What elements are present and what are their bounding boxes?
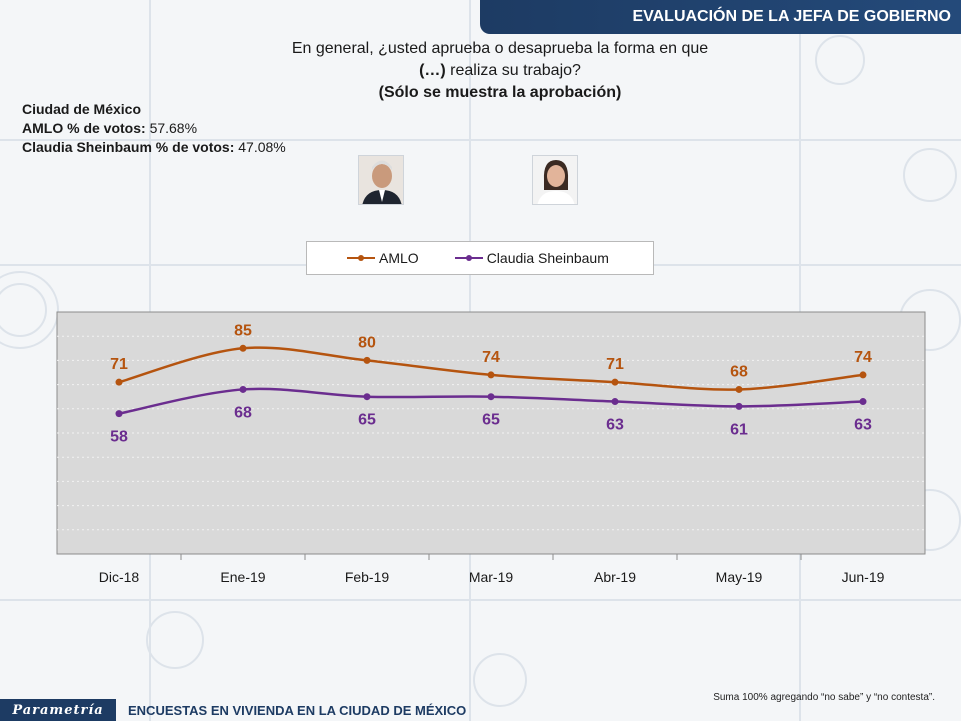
data-label-sheinbaum: 63 xyxy=(854,417,872,434)
amlo-vote-label: AMLO % de votos: xyxy=(22,120,150,136)
legend-item-amlo: AMLO xyxy=(347,250,419,266)
x-tick-label: Mar-19 xyxy=(469,569,514,585)
data-point-sheinbaum xyxy=(487,393,495,401)
data-label-amlo: 80 xyxy=(358,334,376,351)
legend-label-amlo: AMLO xyxy=(379,250,419,266)
data-point-sheinbaum xyxy=(115,410,123,418)
data-point-sheinbaum xyxy=(239,385,247,393)
footer: Parametría ENCUESTAS EN VIVIENDA EN LA C… xyxy=(0,699,961,721)
legend-swatch-amlo xyxy=(347,255,375,261)
amlo-vote-value: 57.68% xyxy=(149,120,198,136)
data-point-sheinbaum xyxy=(363,393,371,401)
legend-label-sheinbaum: Claudia Sheinbaum xyxy=(486,250,609,266)
vote-info: Ciudad de México AMLO % de votos: 57.68%… xyxy=(22,100,342,157)
parametria-logo: Parametría xyxy=(0,699,116,721)
x-tick-label: Jun-19 xyxy=(842,569,885,585)
chart-legend: AMLO Claudia Sheinbaum xyxy=(306,241,654,275)
data-point-sheinbaum xyxy=(859,398,867,406)
data-point-sheinbaum xyxy=(611,398,619,406)
amlo-photo xyxy=(358,155,404,205)
sheinbaum-photo xyxy=(532,155,578,205)
data-point-sheinbaum xyxy=(735,402,743,410)
plot-area xyxy=(56,311,926,555)
question-line-3: (Sólo se muestra la aprobación) xyxy=(378,84,622,101)
data-point-amlo xyxy=(611,378,619,386)
x-tick-label: Feb-19 xyxy=(345,569,390,585)
data-point-amlo xyxy=(735,385,743,393)
question-text: En general, ¿usted aprueba o desaprueba … xyxy=(200,38,800,104)
legend-swatch-sheinbaum xyxy=(454,255,483,261)
data-label-amlo: 71 xyxy=(606,356,624,373)
x-tick-label: May-19 xyxy=(716,569,763,585)
data-point-amlo xyxy=(239,344,247,352)
x-tick-label: Dic-18 xyxy=(99,569,140,585)
data-point-amlo xyxy=(115,378,123,386)
data-label-sheinbaum: 58 xyxy=(110,429,128,446)
question-line-2: (…) realiza su trabajo? xyxy=(200,60,800,82)
x-tick-label: Abr-19 xyxy=(594,569,636,585)
city-label: Ciudad de México xyxy=(22,101,142,117)
data-label-sheinbaum: 63 xyxy=(606,417,624,434)
x-tick-label: Ene-19 xyxy=(220,569,265,585)
approval-line-chart: Dic-18 Ene-19 Feb-19 Mar-19 Abr-19 May-19 Jun-… xyxy=(56,311,926,585)
data-label-amlo: 74 xyxy=(854,349,872,366)
data-label-amlo: 68 xyxy=(730,363,748,380)
data-point-amlo xyxy=(487,371,495,379)
data-point-amlo xyxy=(363,356,371,364)
data-label-sheinbaum: 65 xyxy=(482,412,500,429)
data-label-sheinbaum: 65 xyxy=(358,412,376,429)
sheinbaum-vote-value: 47.08% xyxy=(238,139,286,155)
header-title: EVALUACIÓN DE LA JEFA DE GOBIERNO xyxy=(480,0,961,34)
question-line-2-rest: realiza su trabajo? xyxy=(445,62,581,79)
legend-item-sheinbaum: Claudia Sheinbaum xyxy=(454,250,609,266)
data-label-sheinbaum: 61 xyxy=(730,421,748,438)
data-label-amlo: 71 xyxy=(110,356,128,373)
sheinbaum-vote-label: Claudia Sheinbaum % de votos: xyxy=(22,139,239,155)
footnote: Suma 100% agregando “no sabe” y “no cont… xyxy=(713,692,935,703)
data-label-amlo: 85 xyxy=(234,322,252,339)
data-label-amlo: 74 xyxy=(482,349,500,366)
question-line-1: En general, ¿usted aprueba o desaprueba … xyxy=(291,40,709,57)
data-point-amlo xyxy=(859,371,867,379)
footer-text: ENCUESTAS EN VIVIENDA EN LA CIUDAD DE MÉ… xyxy=(128,702,467,718)
data-label-sheinbaum: 68 xyxy=(234,404,252,421)
question-ellipsis: (…) xyxy=(419,62,446,79)
